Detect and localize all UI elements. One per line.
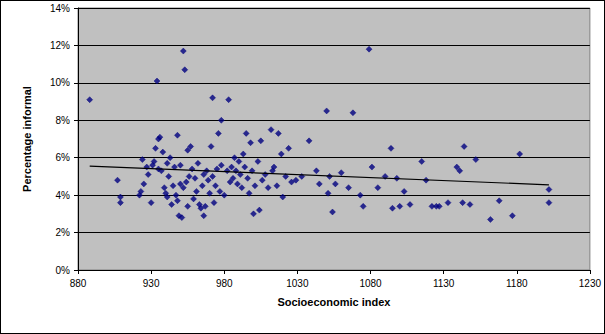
svg-text:1080: 1080 [359, 278, 382, 289]
svg-text:4%: 4% [56, 190, 71, 201]
svg-text:Percentage informal: Percentage informal [21, 86, 33, 192]
svg-text:0%: 0% [56, 265, 71, 276]
svg-text:12%: 12% [50, 40, 70, 51]
svg-text:980: 980 [216, 278, 233, 289]
svg-text:2%: 2% [56, 227, 71, 238]
svg-text:930: 930 [143, 278, 160, 289]
svg-text:1180: 1180 [506, 278, 528, 289]
svg-text:8%: 8% [56, 115, 71, 126]
svg-text:14%: 14% [50, 3, 70, 14]
svg-text:1030: 1030 [286, 278, 309, 289]
svg-text:880: 880 [70, 278, 87, 289]
svg-text:10%: 10% [50, 77, 70, 88]
svg-text:1130: 1130 [433, 278, 455, 289]
svg-text:6%: 6% [56, 152, 71, 163]
svg-text:Socioeconomic index: Socioeconomic index [277, 296, 391, 308]
svg-text:1230: 1230 [579, 278, 602, 289]
